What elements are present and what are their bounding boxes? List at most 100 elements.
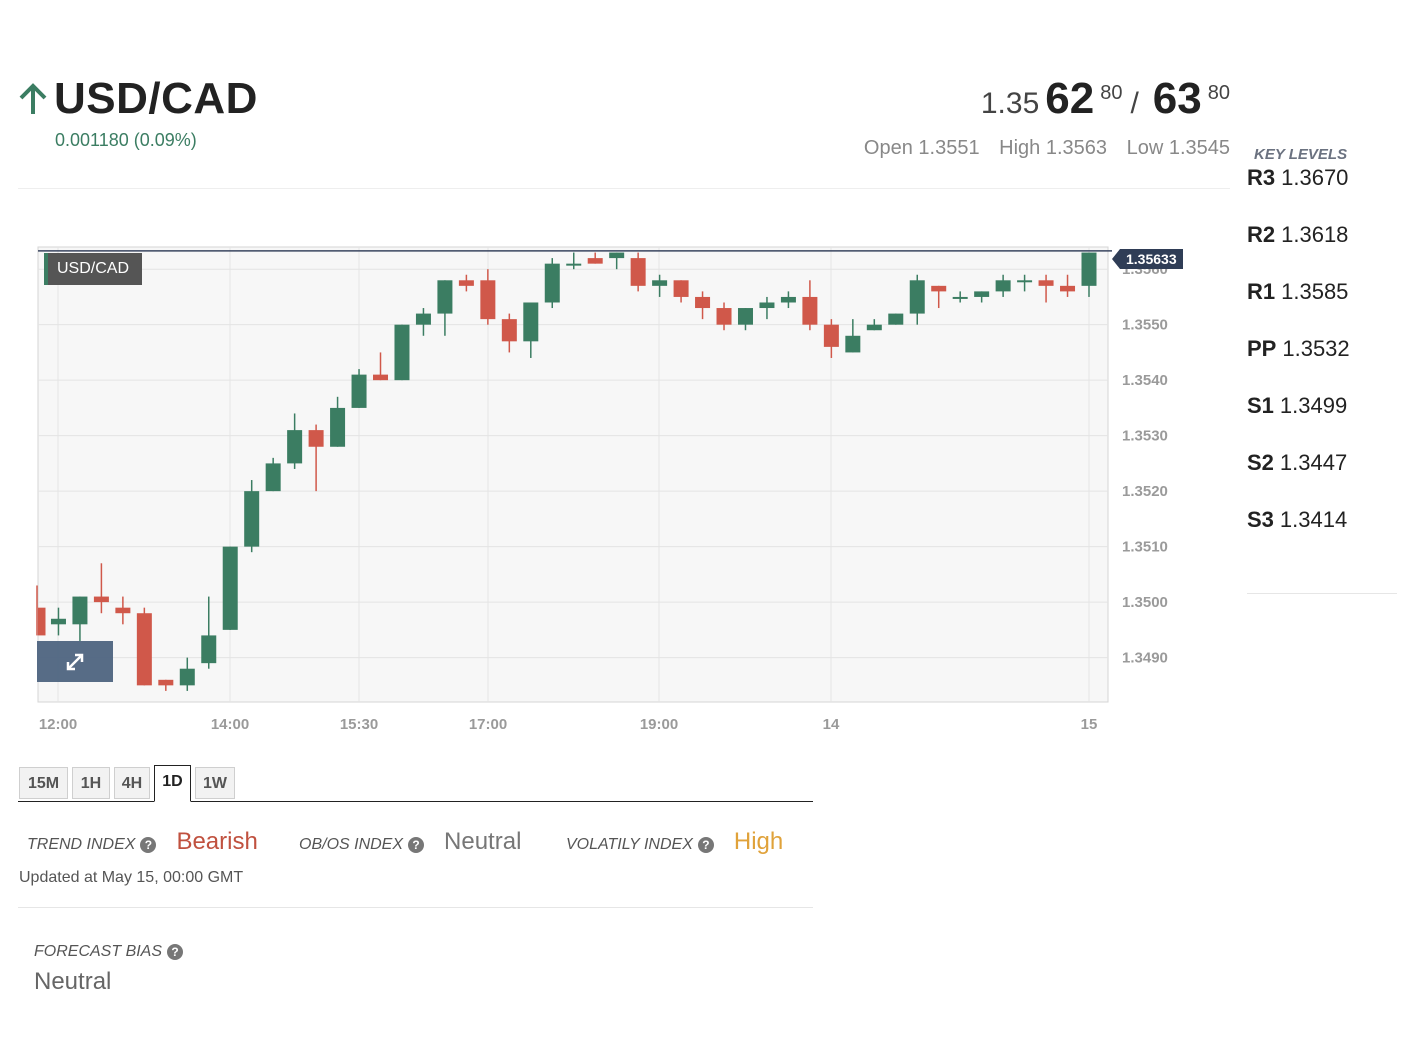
- candle-body: [1081, 252, 1097, 286]
- candle-body: [823, 324, 839, 347]
- indices-divider: [18, 907, 813, 908]
- header-divider: [18, 188, 1230, 189]
- candle-body: [544, 263, 560, 303]
- question-circle-icon[interactable]: ?: [408, 837, 425, 853]
- y-tick-label: 1.3500: [1122, 594, 1168, 611]
- current-price-tag: 1.35633: [1112, 249, 1183, 269]
- low-value: Low 1.3545: [1126, 137, 1230, 159]
- tab-15m[interactable]: 15M: [19, 767, 68, 799]
- candle-body: [845, 335, 861, 353]
- candle-body: [1038, 280, 1054, 286]
- key-level-r1: R1 1.3585: [1247, 277, 1397, 334]
- key-level-pp: PP 1.3532: [1247, 334, 1397, 391]
- candle-body: [1060, 285, 1076, 292]
- bid-main: 62: [1045, 74, 1095, 123]
- trend-index-label-text: TREND INDEX: [27, 836, 136, 853]
- ask-main: 63: [1152, 74, 1202, 123]
- x-tick-label: 17:00: [469, 716, 507, 733]
- obos-index-label-text: OB/OS INDEX: [299, 836, 404, 853]
- candle-body: [38, 607, 46, 636]
- candle-body: [759, 302, 775, 309]
- candle-body: [136, 613, 152, 686]
- plot-area: [37, 246, 1109, 703]
- candle-body: [952, 296, 968, 299]
- open-value: Open 1.3551: [863, 137, 980, 159]
- candle-body: [308, 430, 324, 447]
- chart-symbol-tag: USD/CAD: [44, 253, 142, 285]
- y-tick-label: 1.3520: [1122, 483, 1168, 500]
- tab-1d[interactable]: 1D: [154, 765, 191, 802]
- candle-body: [93, 596, 109, 603]
- price-chart[interactable]: 1.3560 1.3550 1.3540 1.3530 1.3520 1.3510 1.35…: [0, 230, 1240, 750]
- timeframe-tabs: 15M 1H 1D 4H 1W: [18, 765, 813, 802]
- key-levels-title: KEY LEVELS: [1254, 146, 1348, 163]
- candle-body: [201, 635, 217, 664]
- candle-body: [630, 258, 646, 286]
- candle-body: [888, 313, 904, 325]
- candle-body: [523, 302, 539, 342]
- key-levels-panel: KEY LEVELS R3 1.3670 R2 1.3618 R1 1.3585 PP…: [1247, 146, 1397, 562]
- candlestick-chart[interactable]: 1.35601.35501.35401.35301.35201.35101.35…: [0, 230, 1240, 750]
- y-tick-label: 1.3530: [1122, 428, 1168, 445]
- candle-body: [480, 280, 496, 320]
- key-level-s3: S3 1.3414: [1247, 505, 1397, 562]
- high-value: High 1.3563: [999, 137, 1108, 159]
- key-level-label: S2: [1247, 450, 1274, 475]
- volatility-index-label-text: VOLATILY INDEX: [566, 836, 693, 853]
- obos-index-label: OB/OS INDEX?: [299, 836, 425, 854]
- candle-body: [50, 618, 66, 625]
- pair-name: USD/CAD: [54, 74, 258, 123]
- y-tick-label: 1.3510: [1122, 539, 1168, 556]
- obos-index: OB/OS INDEX? Neutral: [299, 828, 521, 856]
- y-tick-label: 1.3490: [1122, 650, 1168, 667]
- x-tick-label: 14:00: [211, 716, 249, 733]
- forecast-bias-label: FORECAST BIAS?: [34, 943, 184, 961]
- bid-pipette: 80: [1100, 82, 1123, 104]
- candle-body: [566, 263, 582, 266]
- bid-prefix: 1.35: [980, 87, 1040, 120]
- candle-body: [716, 308, 732, 325]
- expand-chart-button[interactable]: [37, 641, 113, 682]
- volatility-index-label: VOLATILY INDEX?: [566, 836, 714, 854]
- candle-body: [179, 668, 195, 686]
- key-level-label: R3: [1247, 165, 1276, 190]
- candle-body: [866, 324, 882, 331]
- candle-body: [995, 280, 1011, 292]
- question-circle-icon[interactable]: ?: [140, 837, 157, 853]
- candle-body: [351, 374, 367, 408]
- expand-arrows-icon: [66, 653, 84, 670]
- candle-body: [501, 319, 517, 342]
- candle-body: [587, 258, 603, 264]
- ask-pipette: 80: [1207, 82, 1230, 104]
- candle-body: [287, 430, 303, 464]
- candle-body: [909, 280, 925, 314]
- key-level-value: 1.3414: [1279, 507, 1348, 532]
- candle-body: [415, 313, 431, 325]
- bid-ask-quote: 1.35 62 80 / 63 80: [981, 74, 1230, 124]
- x-tick-label: 15:30: [340, 716, 378, 733]
- forecast-bias-label-text: FORECAST BIAS: [34, 943, 163, 960]
- key-level-label: R2: [1247, 222, 1276, 247]
- trend-index-value: Bearish: [176, 828, 258, 855]
- tab-1w[interactable]: 1W: [195, 767, 235, 799]
- candle-body: [609, 252, 625, 259]
- key-level-r2: R2 1.3618: [1247, 220, 1397, 277]
- forecast-bias-value: Neutral: [34, 968, 112, 995]
- question-circle-icon[interactable]: ?: [167, 944, 184, 960]
- candle-body: [437, 280, 453, 314]
- candle-body: [115, 607, 131, 614]
- key-level-value: 1.3618: [1281, 222, 1349, 247]
- key-level-value: 1.3585: [1281, 279, 1349, 304]
- x-tick-label: 19:00: [640, 716, 678, 733]
- key-level-r3: R3 1.3670: [1247, 163, 1397, 220]
- tab-4h[interactable]: 4H: [114, 767, 150, 799]
- question-circle-icon[interactable]: ?: [697, 837, 714, 853]
- tab-1h[interactable]: 1H: [72, 767, 110, 799]
- price-change: 0.001180 (0.09%): [55, 130, 197, 150]
- ohl-summary: Open 1.3551 High 1.3563 Low 1.3545: [850, 137, 1230, 160]
- key-level-value: 1.3532: [1282, 336, 1350, 361]
- candle-body: [330, 407, 346, 447]
- obos-index-value: Neutral: [444, 828, 522, 855]
- x-tick-label: 12:00: [39, 716, 77, 733]
- key-levels-divider: [1247, 593, 1397, 594]
